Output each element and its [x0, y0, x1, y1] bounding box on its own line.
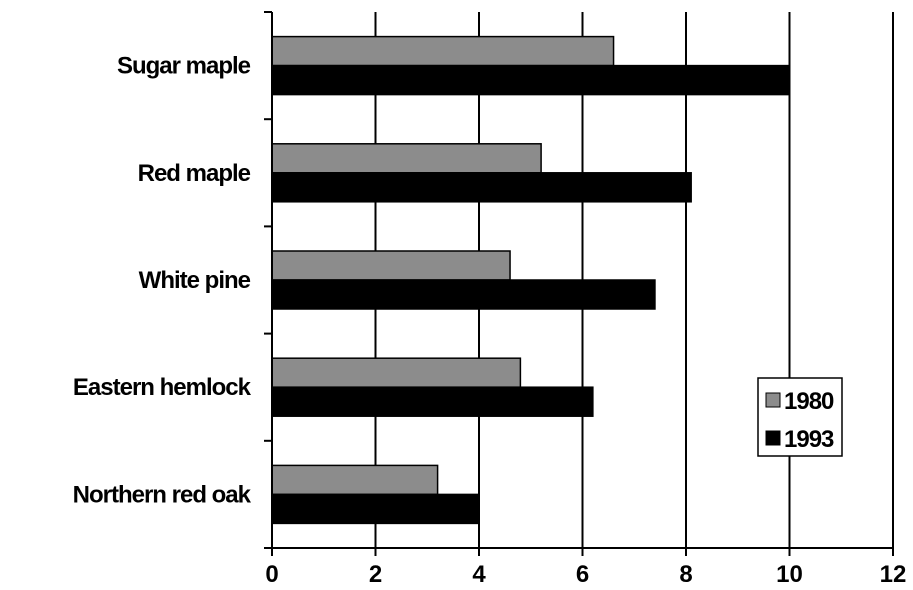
bar-1980-sugar-maple: [271, 35, 615, 67]
legend-label: 1993: [784, 426, 834, 453]
bars: [271, 35, 791, 525]
category-label: White pine: [139, 267, 251, 294]
axes: [264, 11, 894, 556]
category-label: Eastern hemlock: [73, 374, 252, 401]
bar-1980-northern-red-oak: [271, 464, 439, 496]
x-tick-label: 10: [776, 561, 803, 588]
bar-1993-northern-red-oak: [271, 493, 480, 525]
legend-swatch: [765, 430, 781, 446]
bar-1980-eastern-hemlock: [271, 357, 522, 388]
bar-1980-red-maple: [271, 143, 542, 174]
category-label: Sugar maple: [117, 53, 251, 80]
x-tick-labels: 0 2 4 6 8 10 12: [265, 561, 906, 588]
x-tick-label: 6: [576, 561, 589, 588]
bar-1993-white-pine: [271, 279, 656, 310]
x-tick-label: 4: [472, 561, 486, 588]
bar-1980-white-pine: [271, 250, 511, 281]
legend-swatch: [765, 392, 781, 408]
x-tick-label: 2: [369, 561, 382, 588]
category-label: Red maple: [138, 160, 251, 187]
x-tick-label: 12: [880, 561, 907, 588]
category-labels: Sugar maple Red maple White pine Eastern he…: [73, 53, 253, 509]
bar-1993-sugar-maple: [271, 64, 791, 96]
bar-1993-eastern-hemlock: [271, 386, 594, 417]
x-tick-label: 0: [265, 561, 278, 588]
category-label: Northern red oak: [73, 481, 252, 508]
x-tick-label: 8: [679, 561, 692, 588]
legend-label: 1980: [784, 388, 834, 415]
legend: 1980 1993: [757, 377, 843, 457]
bar-1993-red-maple: [271, 172, 692, 203]
